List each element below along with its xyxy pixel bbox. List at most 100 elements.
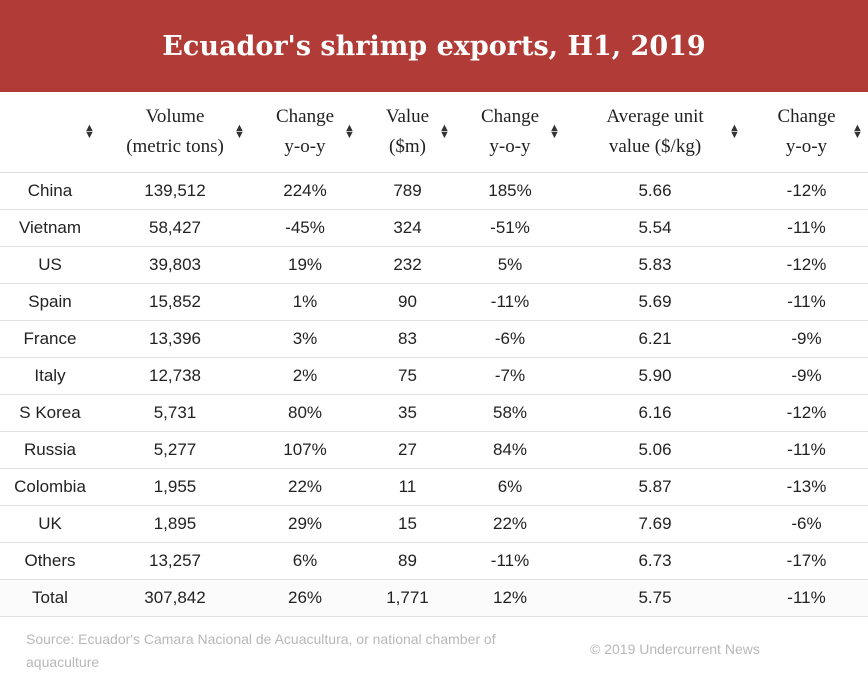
cell-volume-change: 107%: [250, 431, 360, 469]
cell-unit-value: 5.87: [565, 468, 745, 506]
total-row: Total 307,842 26% 1,771 12% 5.75 -11%: [0, 579, 868, 617]
cell-unit-value-change: -6%: [745, 505, 868, 543]
cell-value-change: 5%: [455, 246, 565, 284]
cell-value-change: 84%: [455, 431, 565, 469]
cell-unit-value-change: -11%: [745, 579, 868, 617]
cell-value: 27: [360, 431, 455, 469]
column-header-label: Change y-o-y: [777, 106, 836, 157]
column-header-value[interactable]: Value ($m) ▲ ▼: [360, 92, 455, 173]
cell-unit-value: 5.83: [565, 246, 745, 284]
cell-value: 35: [360, 394, 455, 432]
table-row: China 139,512 224% 789 185% 5.66 -12%: [0, 172, 868, 210]
cell-volume: 13,257: [100, 542, 250, 580]
cell-unit-value: 5.75: [565, 579, 745, 617]
cell-unit-value: 6.16: [565, 394, 745, 432]
cell-volume: 1,895: [100, 505, 250, 543]
sort-up-down-icon[interactable]: ▲ ▼: [549, 122, 560, 141]
cell-country: France: [0, 320, 100, 358]
table-row: Others 13,257 6% 89 -11% 6.73 -17%: [0, 542, 868, 580]
cell-value: 15: [360, 505, 455, 543]
cell-value: 1,771: [360, 579, 455, 617]
cell-unit-value-change: -12%: [745, 246, 868, 284]
table-row: Vietnam 58,427 -45% 324 -51% 5.54 -11%: [0, 209, 868, 247]
cell-volume-change: 3%: [250, 320, 360, 358]
cell-unit-value: 6.73: [565, 542, 745, 580]
cell-country: UK: [0, 505, 100, 543]
cell-value: 83: [360, 320, 455, 358]
cell-volume: 307,842: [100, 579, 250, 617]
cell-country: Vietnam: [0, 209, 100, 247]
sort-up-down-icon[interactable]: ▲ ▼: [439, 122, 450, 141]
header-row: ▲ ▼ Volume (metric tons) ▲ ▼ Change y-o-y ▲ ▼ Va…: [0, 92, 868, 173]
cell-volume: 12,738: [100, 357, 250, 395]
cell-unit-value-change: -9%: [745, 320, 868, 358]
column-header-label: Change y-o-y: [480, 106, 540, 157]
cell-value: 789: [360, 172, 455, 210]
cell-unit-value-change: -11%: [745, 431, 868, 469]
cell-volume: 139,512: [100, 172, 250, 210]
cell-value-change: 22%: [455, 505, 565, 543]
cell-volume: 15,852: [100, 283, 250, 321]
table-row: Spain 15,852 1% 90 -11% 5.69 -11%: [0, 283, 868, 321]
cell-value: 232: [360, 246, 455, 284]
cell-volume: 13,396: [100, 320, 250, 358]
cell-unit-value: 5.54: [565, 209, 745, 247]
copyright: © 2019 Undercurrent News: [590, 641, 760, 657]
source-note: Source: Ecuador's Camara Nacional de Acu…: [26, 631, 496, 670]
cell-value-change: -11%: [455, 542, 565, 580]
column-header-label: Value ($m): [385, 106, 430, 157]
sort-up-down-icon[interactable]: ▲ ▼: [852, 122, 863, 141]
column-header-unit-value[interactable]: Average unit value ($/kg) ▲ ▼: [565, 92, 745, 173]
exports-table: ▲ ▼ Volume (metric tons) ▲ ▼ Change y-o-y ▲ ▼ Va…: [0, 92, 868, 617]
cell-value: 75: [360, 357, 455, 395]
cell-value-change: 58%: [455, 394, 565, 432]
cell-volume-change: 29%: [250, 505, 360, 543]
cell-unit-value: 6.21: [565, 320, 745, 358]
column-header-label: Average unit value ($/kg): [606, 106, 704, 157]
sort-up-down-icon[interactable]: ▲ ▼: [729, 122, 740, 141]
cell-volume-change: -45%: [250, 209, 360, 247]
cell-unit-value-change: -11%: [745, 283, 868, 321]
cell-country: Italy: [0, 357, 100, 395]
cell-volume: 5,731: [100, 394, 250, 432]
cell-value-change: 12%: [455, 579, 565, 617]
sort-up-down-icon[interactable]: ▲ ▼: [344, 122, 355, 141]
cell-volume: 39,803: [100, 246, 250, 284]
table-row: France 13,396 3% 83 -6% 6.21 -9%: [0, 320, 868, 358]
cell-volume-change: 1%: [250, 283, 360, 321]
cell-volume-change: 80%: [250, 394, 360, 432]
cell-value: 90: [360, 283, 455, 321]
cell-unit-value: 7.69: [565, 505, 745, 543]
cell-unit-value: 5.66: [565, 172, 745, 210]
table-row: Russia 5,277 107% 27 84% 5.06 -11%: [0, 431, 868, 469]
column-header-label: Volume (metric tons): [126, 106, 224, 157]
cell-country: S Korea: [0, 394, 100, 432]
column-header-volume[interactable]: Volume (metric tons) ▲ ▼: [100, 92, 250, 173]
cell-volume-change: 2%: [250, 357, 360, 395]
sort-up-down-icon[interactable]: ▲ ▼: [234, 122, 245, 141]
cell-unit-value-change: -11%: [745, 209, 868, 247]
cell-volume-change: 26%: [250, 579, 360, 617]
column-header-volume-change[interactable]: Change y-o-y ▲ ▼: [250, 92, 360, 173]
cell-volume-change: 22%: [250, 468, 360, 506]
cell-value: 89: [360, 542, 455, 580]
cell-unit-value-change: -12%: [745, 394, 868, 432]
cell-country: Total: [0, 579, 100, 617]
cell-unit-value-change: -17%: [745, 542, 868, 580]
cell-unit-value-change: -12%: [745, 172, 868, 210]
column-header-label: Change y-o-y: [275, 106, 335, 157]
cell-unit-value: 5.90: [565, 357, 745, 395]
table-row: Italy 12,738 2% 75 -7% 5.90 -9%: [0, 357, 868, 395]
cell-unit-value: 5.69: [565, 283, 745, 321]
column-header-value-change[interactable]: Change y-o-y ▲ ▼: [455, 92, 565, 173]
cell-value: 324: [360, 209, 455, 247]
table-row: Colombia 1,955 22% 11 6% 5.87 -13%: [0, 468, 868, 506]
column-header-country[interactable]: ▲ ▼: [0, 92, 100, 173]
cell-value-change: -11%: [455, 283, 565, 321]
cell-volume-change: 6%: [250, 542, 360, 580]
cell-unit-value-change: -9%: [745, 357, 868, 395]
column-header-unit-value-change[interactable]: Change y-o-y ▲ ▼: [745, 92, 868, 173]
sort-up-down-icon[interactable]: ▲ ▼: [84, 122, 95, 141]
cell-value: 11: [360, 468, 455, 506]
cell-volume-change: 224%: [250, 172, 360, 210]
